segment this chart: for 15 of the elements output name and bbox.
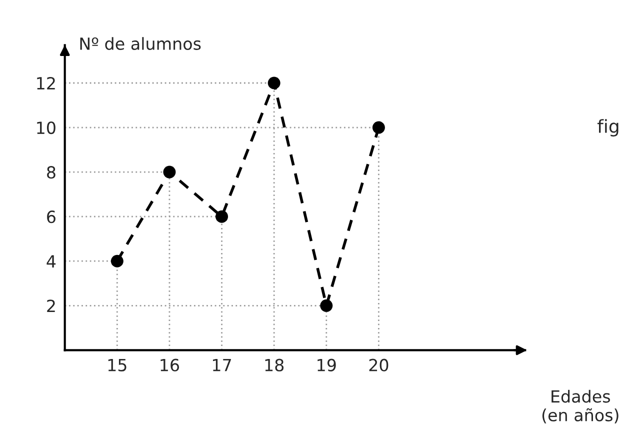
y-tick-label: 2 (47, 300, 55, 312)
y-tick-label: 6 (47, 210, 56, 224)
y-tick-label: 10 (37, 121, 56, 134)
x-tick-label: 15 (108, 359, 126, 372)
y-tick-label: 12 (37, 76, 55, 90)
x-tick-label: 17 (212, 359, 231, 372)
y-tick-label: 4 (46, 255, 56, 268)
x-axis-title: Edades (en años) (542, 390, 618, 424)
x-tick-label: 18 (265, 358, 284, 372)
x-tick-label: 20 (369, 358, 388, 372)
x-tick-label: 19 (318, 358, 336, 372)
y-axis-title: Nº de alumnos (80, 37, 201, 50)
x-tick-label: 16 (160, 358, 180, 372)
y-tick-label: 8 (47, 166, 56, 179)
text: fig (597, 119, 618, 137)
